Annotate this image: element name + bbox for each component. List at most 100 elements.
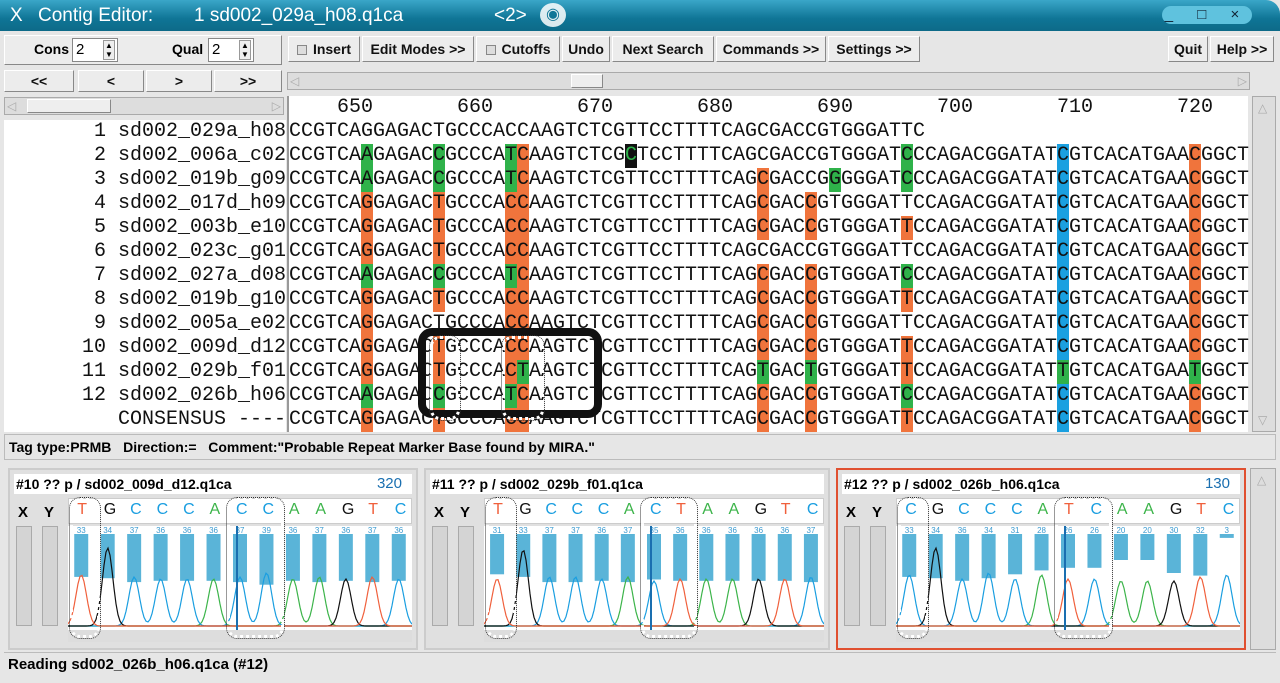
base[interactable]: C: [1117, 408, 1130, 431]
base[interactable]: G: [1201, 312, 1214, 335]
base[interactable]: C: [1225, 336, 1238, 359]
base[interactable]: C: [1117, 336, 1130, 359]
base[interactable]: A: [733, 264, 746, 287]
base[interactable]: T: [697, 144, 710, 167]
x-label[interactable]: X: [846, 504, 857, 521]
base[interactable]: C: [289, 144, 302, 167]
base[interactable]: T: [625, 288, 638, 311]
base[interactable]: G: [865, 312, 878, 335]
base[interactable]: C: [421, 144, 434, 167]
base[interactable]: A: [349, 144, 362, 167]
base[interactable]: C: [661, 288, 674, 311]
base[interactable]: T: [709, 288, 722, 311]
base[interactable]: A: [385, 288, 398, 311]
base[interactable]: G: [853, 336, 866, 359]
base[interactable]: A: [541, 240, 554, 263]
y-zoom-slider[interactable]: [870, 526, 886, 626]
base[interactable]: G: [1069, 408, 1082, 431]
highlighted-base[interactable]: T: [433, 216, 446, 240]
base[interactable]: A: [877, 120, 890, 143]
base[interactable]: T: [709, 264, 722, 287]
base[interactable]: G: [373, 144, 386, 167]
base[interactable]: T: [637, 384, 650, 407]
base[interactable]: C: [1093, 264, 1106, 287]
base[interactable]: G: [949, 408, 962, 431]
base[interactable]: G: [865, 216, 878, 239]
highlighted-base[interactable]: C: [1057, 264, 1070, 288]
base[interactable]: C: [337, 312, 350, 335]
base[interactable]: C: [289, 288, 302, 311]
base[interactable]: C: [925, 288, 938, 311]
base[interactable]: G: [1213, 168, 1226, 191]
highlighted-base[interactable]: T: [433, 192, 446, 216]
base[interactable]: G: [997, 144, 1010, 167]
qual-spinner[interactable]: 2 ▲ ▼: [208, 38, 254, 62]
base[interactable]: T: [709, 192, 722, 215]
first-button[interactable]: <<: [4, 70, 74, 92]
read-name[interactable]: 2 sd002_006a_c02: [94, 144, 286, 168]
highlighted-base[interactable]: C: [757, 408, 770, 432]
base[interactable]: C: [913, 264, 926, 287]
base[interactable]: C: [793, 288, 806, 311]
base[interactable]: C: [577, 360, 590, 383]
base[interactable]: G: [553, 120, 566, 143]
highlighted-base[interactable]: C: [901, 264, 914, 288]
base[interactable]: T: [1045, 384, 1058, 407]
base[interactable]: G: [949, 312, 962, 335]
read-name[interactable]: CONSENSUS ----: [106, 408, 286, 432]
base[interactable]: T: [685, 144, 698, 167]
base[interactable]: C: [793, 312, 806, 335]
base[interactable]: G: [613, 120, 626, 143]
base[interactable]: C: [337, 168, 350, 191]
base[interactable]: C: [1117, 216, 1130, 239]
base[interactable]: C: [289, 216, 302, 239]
base[interactable]: G: [1153, 312, 1166, 335]
base[interactable]: T: [1021, 264, 1034, 287]
base[interactable]: T: [325, 120, 338, 143]
base[interactable]: G: [397, 216, 410, 239]
base[interactable]: T: [589, 192, 602, 215]
base[interactable]: G: [985, 288, 998, 311]
base[interactable]: G: [373, 168, 386, 191]
read-name[interactable]: 5 sd002_003b_e10: [94, 216, 286, 240]
base[interactable]: C: [973, 384, 986, 407]
base[interactable]: C: [649, 336, 662, 359]
highlighted-base[interactable]: C: [1189, 408, 1202, 432]
base[interactable]: A: [1177, 144, 1190, 167]
sequence-row[interactable]: CCGTCAGGAGACTGCCCACCAAGTCTCGTTCCTTTTCAGC…: [289, 216, 1249, 240]
base[interactable]: G: [997, 216, 1010, 239]
base[interactable]: G: [313, 216, 326, 239]
highlighted-base[interactable]: T: [901, 216, 914, 240]
base[interactable]: G: [1201, 408, 1214, 431]
highlighted-base[interactable]: C: [757, 288, 770, 312]
base[interactable]: C: [601, 144, 614, 167]
base[interactable]: T: [1081, 360, 1094, 383]
base[interactable]: C: [289, 408, 302, 431]
base[interactable]: C: [457, 264, 470, 287]
base[interactable]: C: [1225, 288, 1238, 311]
base[interactable]: A: [1177, 336, 1190, 359]
base[interactable]: C: [925, 216, 938, 239]
base[interactable]: G: [313, 336, 326, 359]
base[interactable]: A: [733, 336, 746, 359]
base[interactable]: C: [721, 120, 734, 143]
base[interactable]: T: [685, 264, 698, 287]
base[interactable]: T: [1237, 312, 1250, 335]
base[interactable]: G: [1069, 192, 1082, 215]
base[interactable]: A: [493, 240, 506, 263]
base[interactable]: G: [997, 192, 1010, 215]
base[interactable]: G: [445, 360, 458, 383]
base[interactable]: T: [697, 360, 710, 383]
base[interactable]: A: [385, 384, 398, 407]
base[interactable]: G: [853, 384, 866, 407]
read-name[interactable]: 3 sd002_019b_g09: [94, 168, 286, 192]
base[interactable]: G: [1213, 264, 1226, 287]
base[interactable]: C: [481, 168, 494, 191]
base[interactable]: G: [397, 240, 410, 263]
base[interactable]: G: [745, 144, 758, 167]
base[interactable]: G: [865, 144, 878, 167]
base[interactable]: A: [493, 120, 506, 143]
base[interactable]: G: [1153, 240, 1166, 263]
base[interactable]: A: [961, 216, 974, 239]
highlighted-base[interactable]: C: [505, 216, 518, 240]
